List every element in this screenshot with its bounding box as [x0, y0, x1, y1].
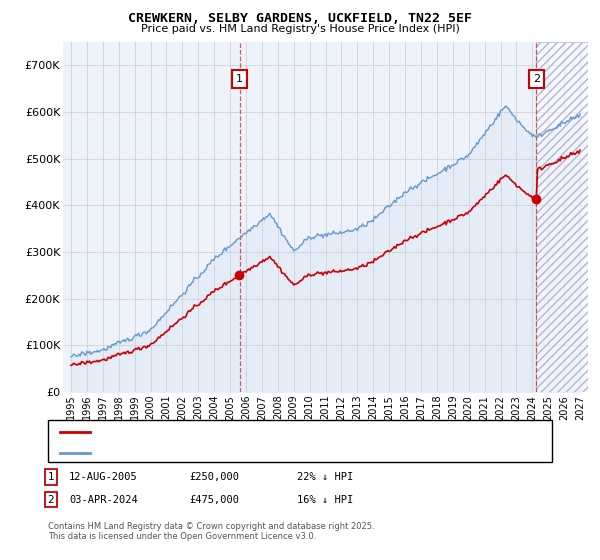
Text: 22% ↓ HPI: 22% ↓ HPI [297, 472, 353, 482]
Bar [536, 42, 588, 392]
Text: 1: 1 [236, 74, 243, 84]
Text: £250,000: £250,000 [189, 472, 239, 482]
Text: 12-AUG-2005: 12-AUG-2005 [69, 472, 138, 482]
Text: 16% ↓ HPI: 16% ↓ HPI [297, 494, 353, 505]
Text: 1: 1 [47, 472, 55, 482]
Bar [536, 42, 588, 392]
Text: CREWKERN, SELBY GARDENS, UCKFIELD, TN22 5EF (detached house): CREWKERN, SELBY GARDENS, UCKFIELD, TN22 … [93, 427, 433, 437]
Text: Contains HM Land Registry data © Crown copyright and database right 2025.
This d: Contains HM Land Registry data © Crown c… [48, 522, 374, 542]
Text: 03-APR-2024: 03-APR-2024 [69, 494, 138, 505]
Text: 2: 2 [47, 494, 55, 505]
Text: 2: 2 [533, 74, 540, 84]
Text: CREWKERN, SELBY GARDENS, UCKFIELD, TN22 5EF: CREWKERN, SELBY GARDENS, UCKFIELD, TN22 … [128, 12, 472, 25]
Text: HPI: Average price, detached house, Wealden: HPI: Average price, detached house, Weal… [93, 448, 316, 458]
Text: Price paid vs. HM Land Registry's House Price Index (HPI): Price paid vs. HM Land Registry's House … [140, 24, 460, 34]
Text: £475,000: £475,000 [189, 494, 239, 505]
